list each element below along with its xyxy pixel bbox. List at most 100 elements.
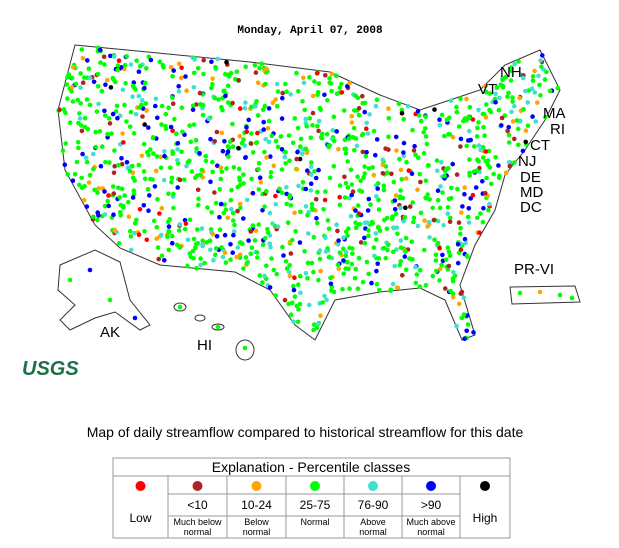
station-dot	[248, 229, 254, 234]
station-dot	[219, 130, 225, 136]
station-dot	[157, 211, 162, 216]
station-dot	[484, 102, 489, 107]
station-dot	[87, 102, 93, 108]
legend-swatch	[426, 481, 436, 491]
station-dot	[194, 173, 200, 178]
station-dot	[423, 126, 428, 131]
station-dot	[253, 70, 259, 75]
station-dot	[273, 138, 279, 144]
station-dot	[303, 271, 309, 276]
station-dot	[74, 159, 80, 165]
station-dot	[255, 80, 261, 85]
station-dot	[209, 59, 214, 65]
state-label: NH	[500, 64, 522, 81]
station-dot	[155, 196, 160, 202]
station-dot	[287, 193, 293, 198]
station-dot	[380, 157, 386, 163]
station-dot	[305, 213, 310, 218]
station-dot	[102, 62, 107, 67]
station-dot	[514, 118, 520, 123]
station-dot	[302, 107, 308, 113]
station-dot	[291, 319, 296, 325]
station-dot	[489, 181, 494, 187]
station-dot	[85, 58, 90, 63]
station-dot	[84, 97, 90, 102]
station-dot	[316, 277, 321, 283]
station-dot	[493, 91, 498, 97]
station-dot	[371, 245, 377, 250]
station-dot	[99, 88, 105, 94]
station-dot	[438, 266, 443, 272]
station-dot	[512, 103, 517, 109]
station-dot	[484, 89, 489, 95]
station-dot	[308, 164, 314, 170]
station-dot	[187, 251, 193, 256]
station-dot	[480, 179, 485, 184]
station-dot	[454, 104, 459, 110]
station-dot	[84, 159, 90, 165]
legend-swatch	[135, 481, 146, 491]
station-dot	[517, 290, 523, 296]
station-dot	[407, 204, 413, 209]
state-label: CT	[530, 137, 550, 154]
station-dot	[352, 275, 358, 281]
station-dot	[122, 102, 127, 108]
station-dot	[141, 203, 147, 208]
station-dot	[487, 91, 493, 96]
station-dot	[184, 163, 189, 169]
station-dot	[231, 229, 237, 234]
station-dot	[243, 255, 249, 260]
station-dot	[106, 203, 111, 209]
station-dot	[222, 232, 228, 238]
station-dot	[120, 87, 126, 92]
station-dot	[201, 57, 206, 63]
station-dot	[353, 225, 359, 231]
station-dot	[547, 88, 553, 94]
station-dot	[244, 197, 250, 203]
station-dot	[65, 96, 70, 101]
station-dot	[159, 253, 165, 258]
station-dot	[279, 116, 285, 121]
station-dot	[144, 66, 149, 71]
station-dot	[185, 160, 191, 165]
station-dot	[191, 70, 197, 76]
station-dot	[176, 61, 182, 67]
station-dot	[303, 146, 309, 152]
station-dot	[398, 245, 404, 250]
station-dot	[158, 165, 164, 171]
station-dot	[403, 205, 408, 211]
station-dot	[316, 118, 322, 124]
station-dot	[434, 158, 440, 163]
station-dot	[280, 90, 286, 96]
station-dot	[391, 179, 397, 185]
station-dot	[66, 72, 71, 77]
station-dot	[450, 294, 456, 300]
station-dot	[331, 114, 337, 120]
station-dot	[193, 137, 199, 143]
station-dot	[288, 251, 294, 256]
station-dot	[111, 191, 117, 196]
station-dot	[466, 138, 471, 143]
station-dot	[284, 266, 290, 271]
station-dot	[210, 159, 215, 165]
station-dot	[112, 163, 117, 169]
station-dot	[330, 128, 336, 133]
station-dot	[220, 107, 225, 113]
station-dot	[168, 124, 174, 130]
station-dot	[305, 260, 311, 266]
station-dot	[343, 151, 349, 156]
station-dot	[211, 258, 216, 263]
station-dot	[218, 165, 224, 170]
station-dot	[291, 287, 297, 293]
station-dot	[200, 238, 205, 244]
station-dot	[430, 205, 436, 211]
station-dot	[265, 230, 271, 235]
station-dot	[170, 149, 175, 154]
station-dot	[537, 82, 542, 88]
station-dot	[168, 165, 173, 171]
station-dot	[343, 266, 349, 271]
station-dot	[191, 256, 196, 261]
legend-label: 76-90	[358, 498, 389, 512]
station-dot	[448, 215, 453, 221]
station-dot	[254, 255, 260, 260]
